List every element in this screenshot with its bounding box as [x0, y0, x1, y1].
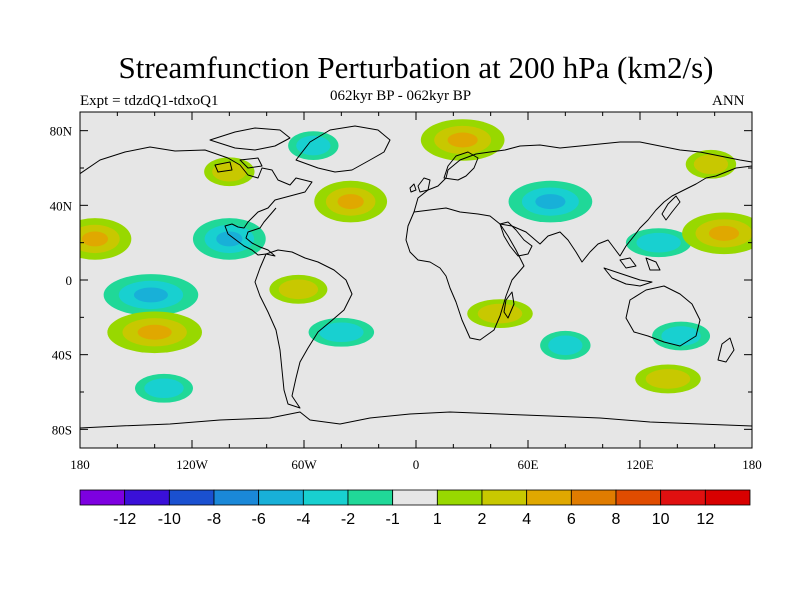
x-tick-label: 180 — [742, 457, 762, 472]
coast-australia — [625, 285, 701, 347]
colorbar-box — [615, 489, 662, 506]
colorbar-label: 10 — [652, 511, 670, 528]
coast-british-isles — [409, 177, 431, 193]
colorbar-box — [213, 489, 260, 506]
x-tick-label: 120W — [176, 457, 209, 472]
colorbar-box — [302, 489, 349, 506]
contour-region-positive-11-level-2 — [137, 324, 172, 340]
colorbar-label: -10 — [158, 511, 181, 528]
coastlines — [80, 125, 752, 429]
colorbar-box — [79, 489, 126, 506]
colorbar-label: 2 — [478, 511, 487, 528]
colorbar-box — [347, 489, 394, 506]
contour-region-negative-6-level-1 — [548, 335, 583, 356]
colorbar-label: -6 — [252, 511, 266, 528]
x-tick-label: 0 — [413, 457, 420, 472]
y-tick-label: 0 — [66, 273, 73, 288]
colorbar-label: 4 — [522, 511, 531, 528]
coast-scandinavia — [443, 151, 479, 181]
season-label: ANN — [712, 93, 745, 109]
contour-region-positive-16-level-1 — [278, 279, 319, 300]
contour-region-positive-10-level-2 — [708, 225, 740, 241]
y-tick-label: 40S — [52, 348, 72, 363]
contour-region-negative-7-level-1 — [661, 326, 701, 346]
contour-region-negative-4-level-1 — [144, 378, 184, 399]
y-tick-label: 80N — [50, 124, 73, 139]
experiment-label: Expt = tdzdQ1-tdxoQ1 — [80, 93, 219, 109]
coast-new-zealand — [717, 337, 735, 363]
coast-japan — [661, 195, 681, 221]
x-tick-label: 120E — [626, 457, 654, 472]
colorbar-box — [704, 489, 751, 506]
chart-title: Streamfunction Perturbation at 200 hPa (… — [118, 50, 714, 85]
axis-ticks: 180 120W 60W 0 60E 120E 180 80N 40N 0 40S 80S — [50, 112, 762, 472]
y-tick-label: 40N — [50, 198, 73, 213]
contour-region-positive-15-level-1 — [212, 161, 247, 182]
colorbar-label: 1 — [433, 511, 442, 528]
coast-antarctica — [80, 411, 752, 429]
coast-africa — [405, 207, 525, 341]
colorbar-box — [436, 489, 483, 506]
coast-indonesia — [603, 257, 661, 287]
colorbar-box — [392, 489, 438, 506]
colorbar-box — [124, 489, 170, 506]
coast-north-america — [80, 146, 313, 257]
period-label: 062kyr BP - 062kyr BP — [330, 88, 472, 104]
colorbar: -12 -10 -8 -6 -4 -2 -1 1 2 4 6 8 10 12 — [79, 489, 751, 528]
colorbar-label: 12 — [696, 511, 714, 528]
coast-arctic-islands — [209, 127, 291, 173]
x-tick-label: 60E — [518, 457, 539, 472]
contour-region-negative-1-level-2 — [535, 194, 566, 210]
colorbar-label: -4 — [296, 511, 310, 528]
y-tick-label: 80S — [52, 422, 72, 437]
colorbar-label: 6 — [567, 511, 576, 528]
contour-region-positive-12-level-2 — [337, 194, 364, 210]
colorbar-box — [481, 489, 528, 506]
contour-region-positive-17-level-1 — [645, 369, 691, 389]
contour-region-positive-18-level-1 — [693, 154, 729, 175]
colorbar-label: -2 — [341, 511, 355, 528]
contour-region-negative-8-level-1 — [636, 232, 681, 253]
contour-region-negative-3-level-1 — [296, 135, 331, 156]
contour-region-positive-13-level-2 — [447, 132, 478, 148]
contour-region-negative-2-level-2 — [133, 287, 168, 303]
colorbar-label: -8 — [207, 511, 221, 528]
colorbar-label: -1 — [386, 511, 400, 528]
contour-regions — [80, 119, 752, 403]
coast-madagascar — [503, 291, 515, 319]
coast-greenland — [295, 125, 391, 173]
x-tick-label: 180 — [70, 457, 90, 472]
colorbar-label: 8 — [612, 511, 621, 528]
contour-region-positive-9-level-2 — [81, 231, 109, 247]
colorbar-box — [570, 489, 617, 506]
colorbar-label: -12 — [113, 511, 136, 528]
colorbar-box — [660, 489, 706, 506]
colorbar-box — [258, 489, 304, 506]
contour-region-negative-5-level-1 — [319, 322, 364, 343]
contour-region-negative-0-level-2 — [216, 231, 243, 247]
colorbar-box — [168, 489, 215, 506]
coast-asia — [499, 165, 752, 263]
x-tick-label: 60W — [291, 457, 317, 472]
contour-region-positive-14-level-1 — [477, 303, 523, 324]
coast-arabia — [499, 221, 533, 257]
coast-south-america — [254, 249, 353, 409]
coast-europe — [413, 141, 752, 213]
colorbar-box — [526, 489, 572, 506]
